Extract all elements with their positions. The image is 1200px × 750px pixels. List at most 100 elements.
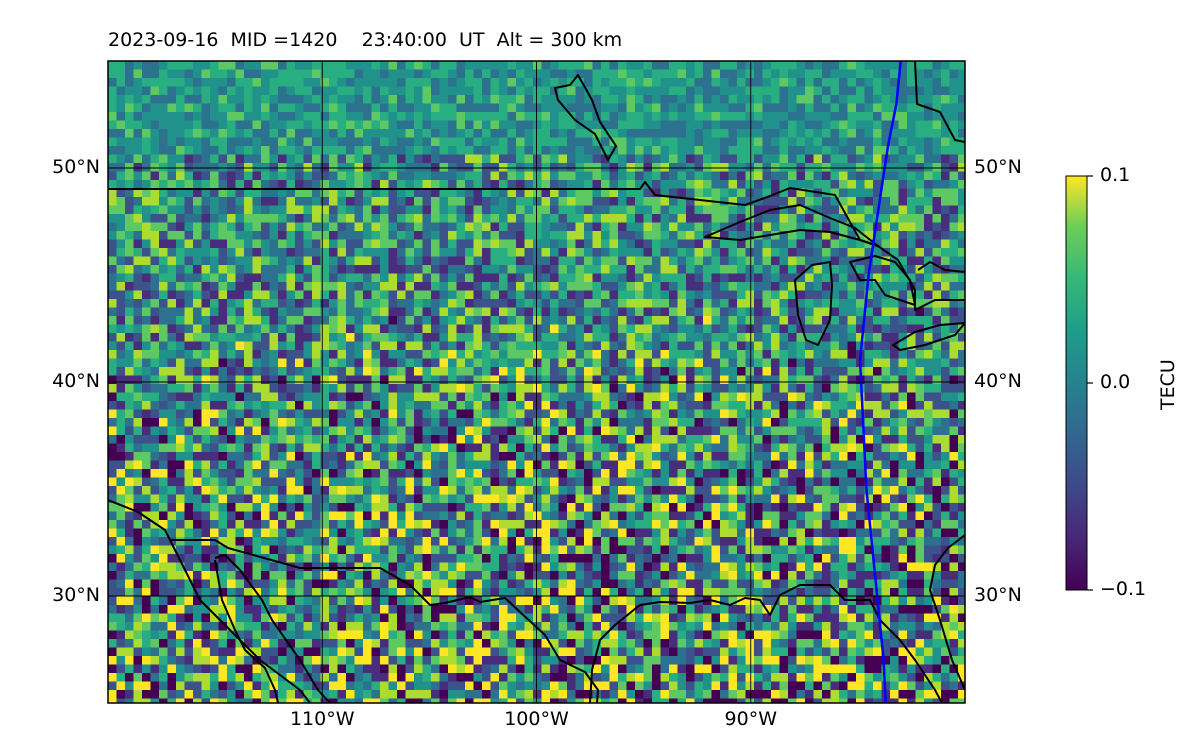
tec-cell — [218, 171, 228, 181]
tec-cell — [252, 316, 262, 326]
tec-cell — [873, 452, 883, 462]
tec-cell — [252, 137, 262, 147]
tec-cell — [601, 180, 611, 190]
tec-cell — [388, 401, 398, 411]
tec-cell — [218, 443, 228, 453]
tec-cell — [635, 188, 645, 198]
tec-cell — [592, 78, 602, 88]
tec-cell — [745, 273, 755, 283]
tec-cell — [201, 452, 211, 462]
tec-cell — [873, 231, 883, 241]
tec-cell — [609, 418, 619, 428]
tec-cell — [567, 69, 577, 79]
tec-cell — [592, 341, 602, 351]
tec-cell — [524, 171, 534, 181]
tec-cell — [329, 469, 339, 479]
tec-cell — [448, 435, 458, 445]
tec-cell — [949, 392, 959, 402]
tec-cell — [949, 265, 959, 275]
tec-cell — [830, 86, 840, 96]
tec-cell — [439, 426, 449, 436]
tec-cell — [890, 426, 900, 436]
tec-cell — [771, 154, 781, 164]
tec-cell — [643, 341, 653, 351]
tec-cell — [184, 180, 194, 190]
tec-cell — [286, 78, 296, 88]
tec-cell — [898, 214, 908, 224]
tec-cell — [694, 435, 704, 445]
tec-cell — [771, 239, 781, 249]
tec-cell — [779, 61, 789, 71]
tec-cell — [550, 282, 560, 292]
tec-cell — [762, 469, 772, 479]
tec-cell — [686, 61, 696, 71]
tec-cell — [346, 333, 356, 343]
tec-cell — [728, 239, 738, 249]
tec-cell — [227, 214, 237, 224]
tec-cell — [541, 333, 551, 343]
tec-cell — [210, 129, 220, 139]
tec-cell — [694, 316, 704, 326]
tec-cell — [873, 248, 883, 258]
tec-cell — [210, 265, 220, 275]
tec-cell — [558, 282, 568, 292]
tec-cell — [490, 78, 500, 88]
tec-cell — [898, 248, 908, 258]
tec-cell — [754, 290, 764, 300]
tec-cell — [524, 290, 534, 300]
tec-cell — [431, 452, 441, 462]
tec-cell — [201, 282, 211, 292]
tec-cell — [813, 290, 823, 300]
tec-cell — [924, 316, 934, 326]
tec-cell — [567, 137, 577, 147]
tec-cell — [915, 435, 925, 445]
tec-cell — [465, 222, 475, 232]
tec-cell — [142, 307, 152, 317]
tec-cell — [431, 299, 441, 309]
tec-cell — [541, 273, 551, 283]
tec-cell — [473, 129, 483, 139]
tec-cell — [507, 392, 517, 402]
tec-cell — [312, 350, 322, 360]
tec-cell — [703, 222, 713, 232]
tec-cell — [788, 443, 798, 453]
tec-cell — [269, 418, 279, 428]
tec-cell — [405, 248, 415, 258]
tec-cell — [720, 103, 730, 113]
tec-cell — [881, 350, 891, 360]
tec-cell — [864, 154, 874, 164]
tec-cell — [414, 401, 424, 411]
tec-cell — [499, 205, 509, 215]
tec-cell — [915, 324, 925, 334]
tec-cell — [592, 103, 602, 113]
tec-cell — [346, 401, 356, 411]
tec-cell — [541, 78, 551, 88]
tec-cell — [652, 146, 662, 156]
tec-cell — [754, 231, 764, 241]
tec-cell — [669, 333, 679, 343]
tec-cell — [380, 299, 390, 309]
tec-cell — [626, 367, 636, 377]
tec-cell — [431, 273, 441, 283]
tec-cell — [431, 205, 441, 215]
tec-cell — [788, 61, 798, 71]
tec-cell — [363, 222, 373, 232]
tec-cell — [813, 426, 823, 436]
tec-cell — [864, 401, 874, 411]
tec-cell — [116, 341, 126, 351]
tec-cell — [550, 316, 560, 326]
tec-cell — [116, 231, 126, 241]
tec-cell — [465, 103, 475, 113]
tec-cell — [414, 214, 424, 224]
tec-cell — [626, 146, 636, 156]
tec-cell — [439, 86, 449, 96]
tec-cell — [839, 95, 849, 105]
tec-cell — [618, 180, 628, 190]
tec-cell — [405, 350, 415, 360]
tec-cell — [847, 137, 857, 147]
tec-cell — [295, 69, 305, 79]
tec-cell — [261, 443, 271, 453]
tec-cell — [728, 171, 738, 181]
tec-cell — [762, 452, 772, 462]
tec-cell — [737, 248, 747, 258]
